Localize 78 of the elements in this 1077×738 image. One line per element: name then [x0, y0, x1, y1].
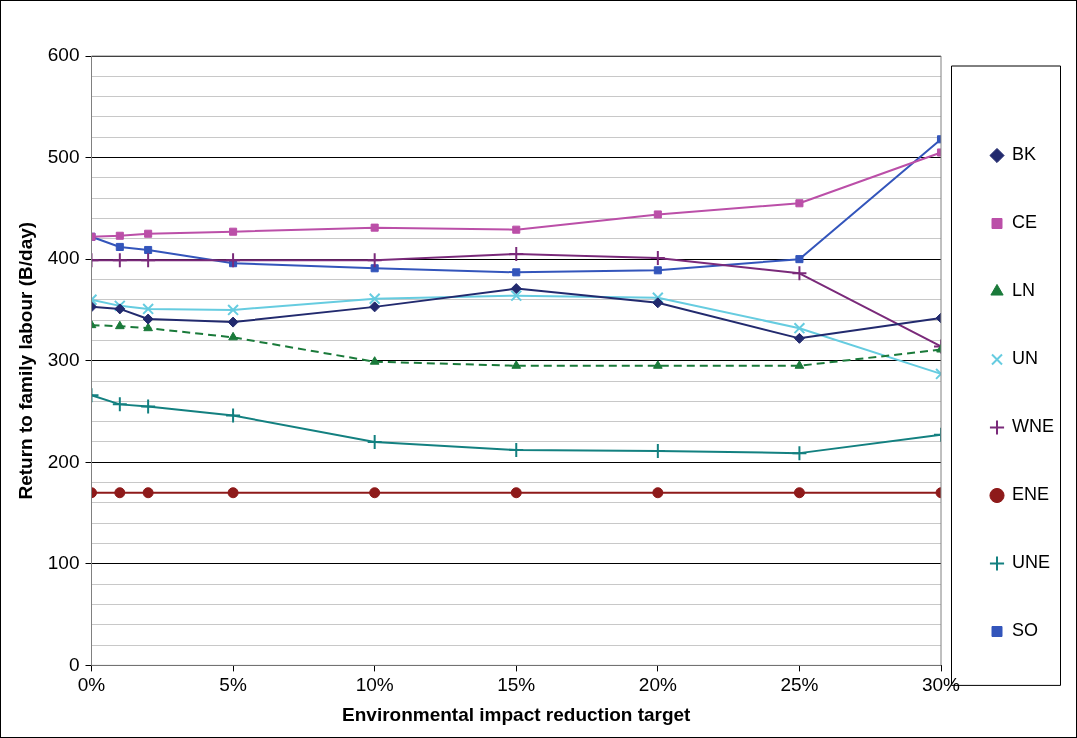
point	[511, 360, 522, 369]
point	[508, 246, 525, 263]
point	[791, 265, 808, 282]
point	[508, 442, 525, 459]
point	[114, 487, 126, 499]
y-axis-title: Return to family labour (B/day)	[14, 221, 36, 500]
x-tick-label: 15%	[497, 674, 536, 696]
point	[111, 252, 128, 269]
point	[225, 252, 242, 269]
point	[651, 291, 664, 304]
point	[111, 396, 128, 413]
x-tick-label: 10%	[355, 674, 394, 696]
point	[794, 360, 805, 369]
point	[227, 316, 239, 328]
x-tick-label: 0%	[77, 674, 106, 696]
point	[369, 487, 381, 499]
point	[791, 445, 808, 462]
x-tick-label: 25%	[780, 674, 819, 696]
legend-label: UN	[1012, 348, 1039, 369]
legend-label: UNE	[1012, 552, 1051, 573]
x-tick-label: 30%	[921, 674, 961, 696]
point	[793, 332, 805, 344]
point	[652, 487, 664, 499]
legend-label: ENE	[1012, 484, 1050, 505]
point	[510, 283, 522, 295]
point	[653, 210, 662, 219]
y-tick-label: 300	[47, 348, 80, 370]
y-tick-label: 500	[47, 145, 80, 167]
point	[370, 223, 379, 232]
x-tick-label: 5%	[219, 674, 247, 696]
point	[512, 225, 521, 234]
legend-label: WNE	[1012, 416, 1055, 437]
point	[228, 331, 238, 341]
point	[229, 227, 238, 236]
point	[113, 299, 126, 312]
point	[369, 301, 381, 313]
point	[140, 252, 157, 269]
point	[510, 487, 522, 499]
point	[142, 302, 155, 315]
point	[143, 322, 153, 332]
point	[793, 487, 805, 499]
point	[115, 242, 124, 251]
point	[227, 487, 239, 499]
point	[366, 433, 383, 450]
point	[795, 255, 804, 264]
point	[225, 407, 242, 424]
point	[140, 398, 157, 415]
point	[793, 322, 806, 335]
point	[115, 231, 124, 240]
point	[512, 268, 521, 277]
point	[366, 252, 383, 269]
point	[144, 245, 153, 255]
point	[142, 487, 154, 499]
point	[368, 292, 381, 305]
y-tick-label: 0	[68, 653, 80, 675]
point	[369, 356, 380, 365]
y-tick-label: 400	[47, 247, 80, 269]
x-tick-label: 20%	[638, 674, 677, 696]
point	[114, 303, 126, 315]
point	[649, 443, 666, 460]
y-tick-label: 200	[47, 450, 80, 472]
point	[795, 199, 804, 208]
point	[142, 313, 154, 325]
y-tick-label: 600	[47, 44, 80, 66]
legend-label: LN	[1012, 280, 1036, 301]
point	[510, 289, 523, 302]
x-axis-title: Environmental impact reduction target	[342, 703, 692, 725]
point	[114, 320, 125, 330]
legend-label: CE	[1012, 212, 1038, 233]
y-tick-label: 100	[47, 552, 80, 574]
point	[653, 360, 663, 369]
point	[144, 229, 153, 238]
point	[653, 266, 662, 275]
point	[652, 297, 664, 309]
point	[227, 303, 240, 316]
legend-label: SO	[1012, 620, 1039, 641]
legend-label: BK	[1012, 144, 1037, 165]
point	[649, 250, 666, 267]
